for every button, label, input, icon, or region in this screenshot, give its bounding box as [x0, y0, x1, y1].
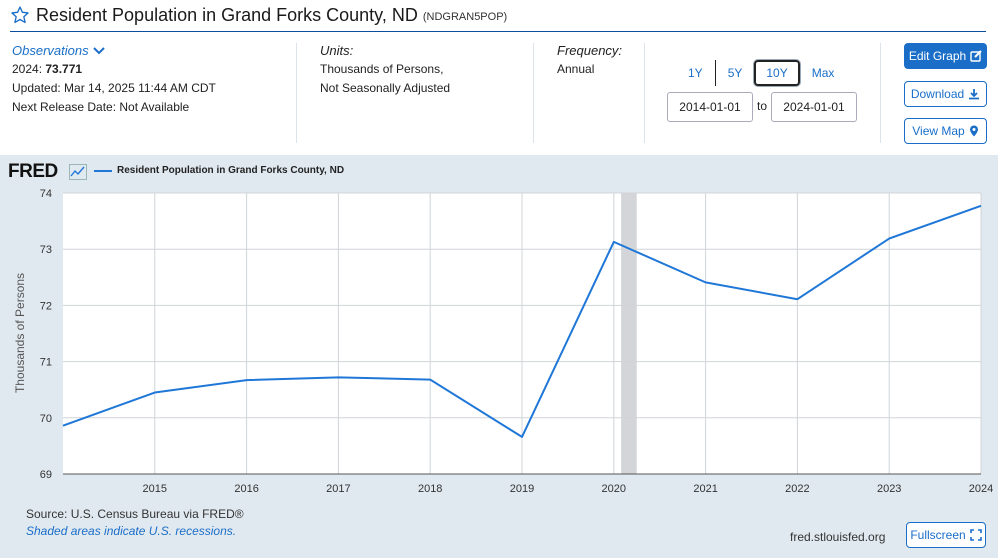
- edit-graph-label: Edit Graph: [908, 49, 967, 63]
- range-tab-10y[interactable]: 10Y: [754, 60, 800, 86]
- units-panel: Units: Thousands of Persons, Not Seasona…: [320, 41, 450, 98]
- chevron-down-icon: [92, 46, 105, 54]
- view-map-label: View Map: [912, 124, 965, 138]
- x-tick-label: 2018: [418, 483, 442, 495]
- legend-label: Resident Population in Grand Forks Count…: [117, 165, 345, 176]
- units-label: Units:: [320, 43, 354, 58]
- y-tick-label: 69: [40, 469, 52, 481]
- x-tick-label: 2019: [510, 483, 534, 495]
- start-date-input[interactable]: 2014-01-01: [667, 92, 753, 122]
- x-tick-label: 2015: [143, 483, 167, 495]
- series-line: [62, 204, 982, 438]
- download-button[interactable]: Download: [904, 81, 987, 107]
- x-tick-label: 2024: [969, 483, 993, 495]
- y-tick-label: 73: [40, 244, 52, 256]
- view-map-button[interactable]: View Map: [904, 118, 987, 144]
- units-line-2: Not Seasonally Adjusted: [320, 81, 451, 95]
- latest-label: 2024:: [12, 62, 43, 76]
- x-tick-label: 2016: [234, 483, 258, 495]
- chart-legend: Resident Population in Grand Forks Count…: [94, 165, 344, 176]
- column-divider: [880, 43, 881, 143]
- x-tick-label: 2017: [326, 483, 350, 495]
- date-to-label: to: [757, 99, 768, 113]
- range-tab-max[interactable]: Max: [811, 66, 835, 80]
- tab-separator: [714, 60, 716, 86]
- fred-logo: FRED: [8, 161, 58, 182]
- observations-panel: Observations 2024: 73.771 Updated: Mar 1…: [12, 41, 216, 117]
- date-range-tabs: 1Y 5Y 10Y Max: [680, 60, 842, 86]
- x-tick-label: 2023: [877, 483, 901, 495]
- edit-icon: [970, 50, 982, 62]
- x-tick-label: 2021: [693, 483, 717, 495]
- end-date-input[interactable]: 2024-01-01: [771, 92, 857, 122]
- units-line-1: Thousands of Persons,: [320, 62, 444, 76]
- fred-chart-icon: [69, 164, 87, 180]
- latest-value: 73.771: [45, 62, 83, 76]
- frequency-panel: Frequency: Annual: [557, 41, 622, 79]
- download-icon: [969, 89, 980, 100]
- observations-dropdown[interactable]: Observations: [12, 41, 216, 60]
- range-tab-5y[interactable]: 5Y: [727, 66, 743, 80]
- y-tick-label: 71: [40, 357, 52, 369]
- series-title-bar: Resident Population in Grand Forks Count…: [10, 3, 507, 27]
- observations-label: Observations: [12, 43, 89, 58]
- source-text: Source: U.S. Census Bureau via FRED®: [26, 507, 244, 521]
- fullscreen-icon: [969, 529, 982, 541]
- fullscreen-label: Fullscreen: [910, 528, 966, 542]
- column-divider: [644, 43, 645, 143]
- star-icon[interactable]: [10, 5, 30, 25]
- latest-observation: 2024: 73.771: [12, 60, 216, 79]
- recession-band: [621, 193, 637, 474]
- series-code: (NDGRAN5POP): [422, 11, 508, 23]
- page-title: Resident Population in Grand Forks Count…: [36, 4, 418, 25]
- site-url: fred.stlouisfed.org: [790, 530, 886, 544]
- x-tick-label: 2022: [785, 483, 809, 495]
- edit-graph-button[interactable]: Edit Graph: [904, 43, 987, 69]
- y-axis-title: Thousands of Persons: [13, 273, 27, 393]
- fullscreen-button[interactable]: Fullscreen: [906, 522, 986, 548]
- map-pin-icon: [969, 125, 978, 137]
- frequency-label: Frequency:: [557, 43, 623, 58]
- y-tick-label: 74: [40, 188, 52, 200]
- y-tick-label: 72: [40, 300, 52, 312]
- legend-swatch: [94, 169, 112, 172]
- y-tick-label: 70: [40, 413, 52, 425]
- column-divider: [533, 43, 534, 143]
- next-release-text: Next Release Date: Not Available: [12, 100, 190, 114]
- x-tick-label: 2020: [602, 483, 626, 495]
- line-chart: 69 70 71 72 73 74 2015 2016 2017 2018 2019 2020 2021…: [13, 188, 993, 495]
- title-divider: [10, 31, 986, 32]
- recession-note-link[interactable]: Shaded areas indicate U.S. recessions.: [26, 524, 237, 538]
- download-label: Download: [910, 87, 965, 101]
- updated-text: Updated: Mar 14, 2025 11:44 AM CDT: [12, 81, 216, 95]
- range-tab-1y[interactable]: 1Y: [688, 66, 703, 80]
- column-divider: [296, 43, 297, 143]
- frequency-value: Annual: [557, 62, 595, 76]
